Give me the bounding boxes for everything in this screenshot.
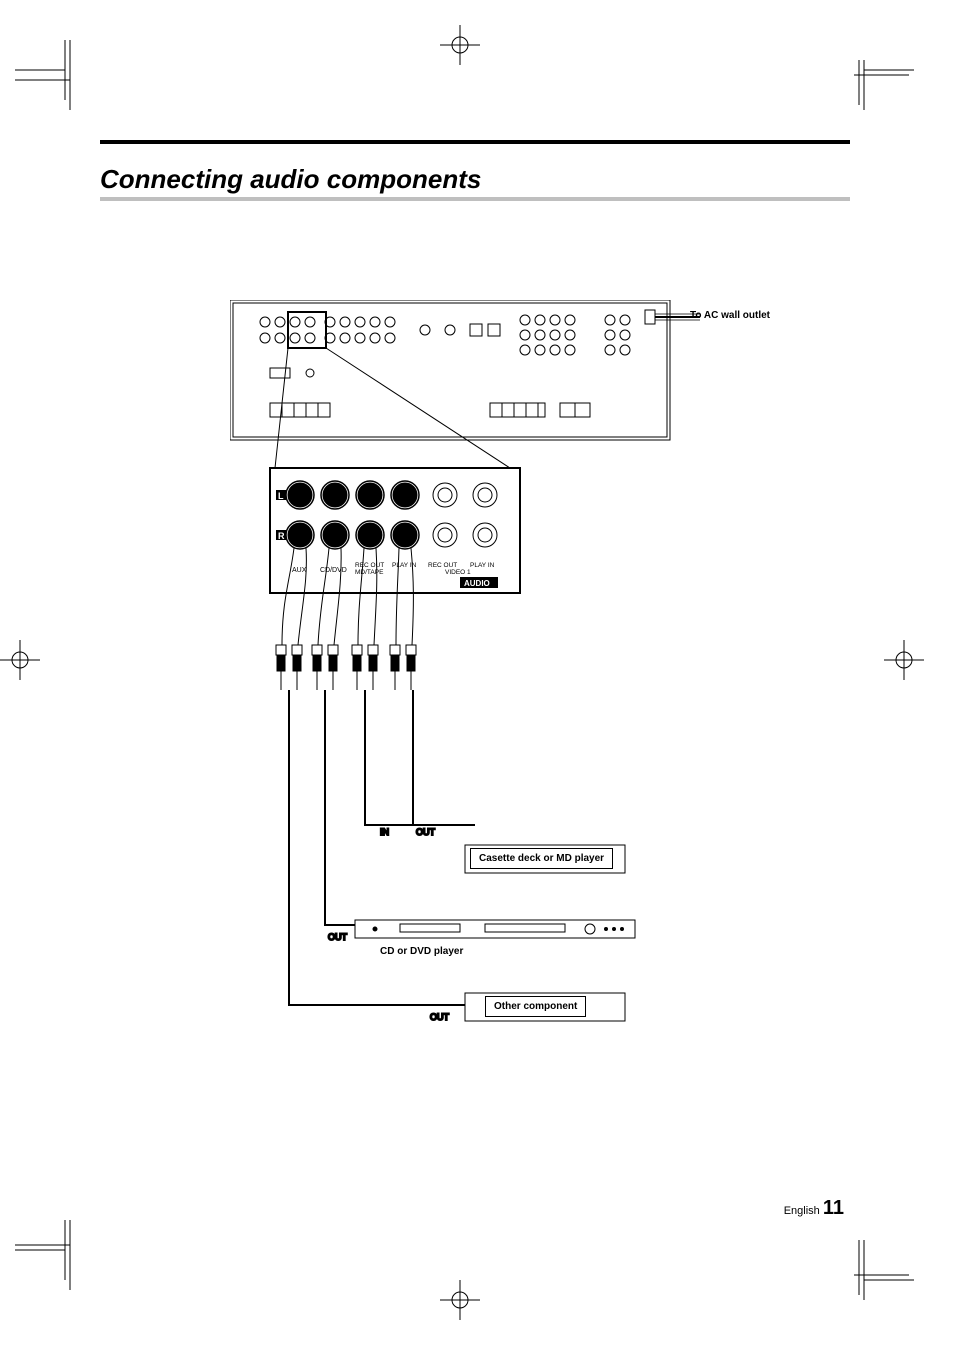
cd-dvd-player	[355, 920, 635, 938]
page: Connecting audio components	[0, 0, 954, 1350]
svg-text:AUDIO: AUDIO	[464, 579, 490, 588]
svg-text:OUT: OUT	[328, 932, 348, 942]
svg-text:VIDEO 1: VIDEO 1	[445, 569, 471, 576]
svg-text:L: L	[278, 491, 284, 501]
footer-lang: English	[784, 1205, 820, 1217]
ac-outlet-label: To AC wall outlet	[690, 310, 770, 321]
svg-text:PLAY IN: PLAY IN	[392, 562, 417, 569]
svg-text:REC OUT: REC OUT	[428, 562, 457, 569]
registration-mark-top	[440, 25, 480, 65]
title-underline	[100, 197, 850, 201]
svg-text:R: R	[278, 531, 285, 541]
svg-text:PLAY IN: PLAY IN	[470, 562, 495, 569]
crop-mark-tr	[854, 60, 914, 110]
registration-mark-bottom	[440, 1280, 480, 1320]
page-footer: English 11	[784, 1197, 844, 1220]
svg-text:REC OUT: REC OUT	[355, 562, 384, 569]
crop-mark-bl	[15, 1220, 75, 1290]
svg-text:OUT: OUT	[430, 1012, 450, 1022]
svg-text:OUT: OUT	[416, 827, 436, 837]
page-number: 11	[823, 1197, 844, 1219]
top-rule	[100, 140, 850, 144]
svg-text:IN: IN	[380, 827, 389, 837]
other-component-label: Other component	[485, 996, 586, 1017]
cd-dvd-label: CD or DVD player	[380, 946, 463, 957]
crop-mark-tl	[15, 40, 75, 110]
svg-text:AUX: AUX	[292, 567, 307, 574]
svg-text:MD/TAPE: MD/TAPE	[355, 569, 384, 576]
registration-mark-right	[884, 640, 924, 680]
connection-diagram: L R	[230, 300, 830, 1040]
registration-mark-left	[0, 640, 40, 680]
content-area: Connecting audio components	[100, 140, 850, 201]
receiver-rear-panel	[230, 300, 700, 440]
jack-panel: L R	[270, 468, 520, 593]
section-title: Connecting audio components	[100, 164, 850, 195]
svg-text:CD/DVD: CD/DVD	[320, 567, 347, 574]
cassette-label: Casette deck or MD player	[470, 848, 613, 869]
rca-plugs	[276, 645, 416, 690]
cable-routes: IN OUT OUT OUT	[289, 690, 475, 1022]
crop-mark-br	[854, 1240, 914, 1300]
